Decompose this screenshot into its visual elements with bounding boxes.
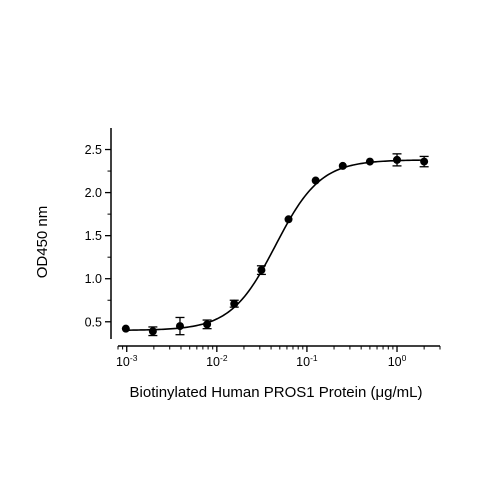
data-point (420, 157, 429, 166)
y-tick-label: 1.5 (85, 229, 102, 243)
data-point (338, 161, 347, 170)
x-tick-label: 10-3 (116, 353, 138, 369)
y-tick-label: 2.0 (85, 186, 102, 200)
x-ticks: 10-3 10-2 10-1 100 (116, 346, 441, 369)
x-tick-label: 10-2 (206, 353, 228, 369)
y-tick-label: 2.5 (85, 143, 102, 157)
data-point (393, 155, 402, 164)
data-point (311, 176, 320, 185)
data-point (203, 320, 212, 329)
data-point (230, 299, 239, 308)
y-tick-label: 1.0 (85, 272, 102, 286)
plot-area (121, 153, 429, 337)
data-point (121, 324, 130, 333)
data-point (365, 157, 374, 166)
x-tick-label: 10-1 (296, 353, 318, 369)
x-tick-label: 100 (388, 353, 407, 369)
data-point (284, 215, 293, 224)
data-point (257, 266, 266, 275)
y-tick-label: 0.5 (85, 315, 102, 329)
y-ticks: 0.5 1.0 1.5 2.0 2.5 (85, 143, 111, 329)
data-point (175, 322, 184, 331)
data-point (148, 327, 157, 336)
y-axis-title: OD450 nm (34, 206, 51, 279)
x-axis-title: Biotinylated Human PROS1 Protein (μg/mL) (130, 384, 423, 401)
fit-curve (125, 159, 425, 331)
